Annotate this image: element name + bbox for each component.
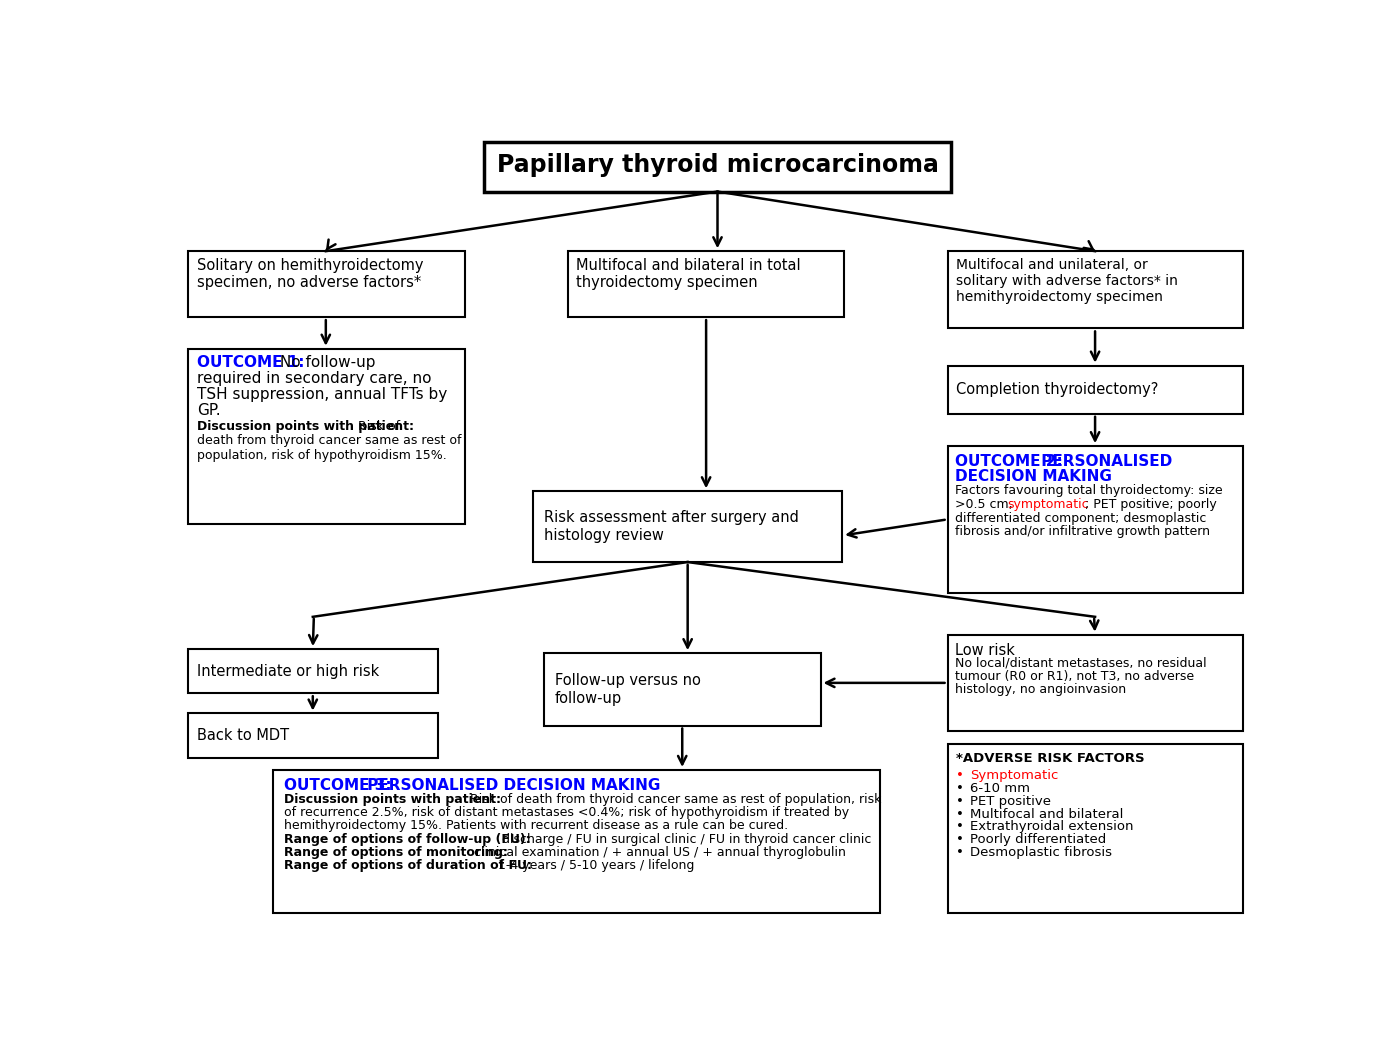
Text: Risk of death from thyroid cancer same as rest of population, risk: Risk of death from thyroid cancer same a… xyxy=(466,793,881,806)
Text: Papillary thyroid microcarcinoma: Papillary thyroid microcarcinoma xyxy=(497,153,938,177)
Text: Poorly differentiated: Poorly differentiated xyxy=(970,834,1106,846)
Text: Discussion points with patient:: Discussion points with patient: xyxy=(283,793,501,806)
Text: required in secondary care, no: required in secondary care, no xyxy=(196,371,431,386)
FancyBboxPatch shape xyxy=(484,141,951,191)
Text: symptomatic: symptomatic xyxy=(1007,498,1089,510)
Text: •: • xyxy=(956,820,965,834)
FancyBboxPatch shape xyxy=(545,653,820,726)
Text: population, risk of hypothyroidism 15%.: population, risk of hypothyroidism 15%. xyxy=(196,449,447,461)
Text: hemithyroidectomy 15%. Patients with recurrent disease as a rule can be cured.: hemithyroidectomy 15%. Patients with rec… xyxy=(283,819,788,833)
FancyBboxPatch shape xyxy=(568,251,844,317)
Text: >0.5 cm;: >0.5 cm; xyxy=(955,498,1016,510)
Text: clinical examination / + annual US / + annual thyroglobulin: clinical examination / + annual US / + a… xyxy=(470,846,846,859)
FancyBboxPatch shape xyxy=(948,365,1243,414)
Text: histology, no angioinvasion: histology, no angioinvasion xyxy=(955,683,1126,696)
Text: •: • xyxy=(956,846,965,859)
Text: PET positive: PET positive xyxy=(970,795,1051,808)
FancyBboxPatch shape xyxy=(948,251,1243,328)
Text: PERSONALISED DECISION MAKING: PERSONALISED DECISION MAKING xyxy=(361,778,659,793)
Text: ; PET positive; poorly: ; PET positive; poorly xyxy=(1085,498,1217,510)
Text: Desmoplastic fibrosis: Desmoplastic fibrosis xyxy=(970,846,1113,859)
Text: Intermediate or high risk: Intermediate or high risk xyxy=(196,664,379,679)
Text: Completion thyroidectomy?: Completion thyroidectomy? xyxy=(956,382,1159,397)
Text: OUTCOME 1:: OUTCOME 1: xyxy=(196,355,304,370)
FancyBboxPatch shape xyxy=(188,649,438,693)
Text: Range of options of follow-up (FU):: Range of options of follow-up (FU): xyxy=(283,834,531,846)
Text: Symptomatic: Symptomatic xyxy=(970,769,1058,782)
Text: Multifocal and bilateral: Multifocal and bilateral xyxy=(970,808,1124,820)
Text: differentiated component; desmoplastic: differentiated component; desmoplastic xyxy=(955,511,1207,525)
FancyBboxPatch shape xyxy=(948,446,1243,593)
FancyBboxPatch shape xyxy=(188,251,465,317)
Text: Low risk: Low risk xyxy=(955,642,1015,658)
Text: Back to MDT: Back to MDT xyxy=(196,728,288,743)
Text: Risk assessment after surgery and
histology review: Risk assessment after surgery and histol… xyxy=(545,510,799,543)
Text: tumour (R0 or R1), not T3, no adverse: tumour (R0 or R1), not T3, no adverse xyxy=(955,669,1194,683)
Text: 1-4 years / 5-10 years / lifelong: 1-4 years / 5-10 years / lifelong xyxy=(494,859,694,872)
Text: No local/distant metastases, no residual: No local/distant metastases, no residual xyxy=(955,657,1207,669)
FancyBboxPatch shape xyxy=(948,744,1243,913)
Text: 6-10 mm: 6-10 mm xyxy=(970,781,1030,795)
Text: Factors favouring total thyroidectomy: size: Factors favouring total thyroidectomy: s… xyxy=(955,484,1222,497)
Text: Range of options of duration of FU:: Range of options of duration of FU: xyxy=(283,859,532,872)
Text: OUTCOME 3:: OUTCOME 3: xyxy=(283,778,391,793)
Text: TSH suppression, annual TFTs by: TSH suppression, annual TFTs by xyxy=(196,387,447,402)
FancyBboxPatch shape xyxy=(273,770,881,913)
FancyBboxPatch shape xyxy=(948,635,1243,731)
Text: PERSONALISED: PERSONALISED xyxy=(1036,454,1173,470)
Text: Solitary on hemithyroidectomy
specimen, no adverse factors*: Solitary on hemithyroidectomy specimen, … xyxy=(196,257,423,290)
Text: •: • xyxy=(956,834,965,846)
Text: Risk of: Risk of xyxy=(354,419,400,433)
Text: *ADVERSE RISK FACTORS: *ADVERSE RISK FACTORS xyxy=(956,752,1145,765)
Text: Range of options of monitoring:: Range of options of monitoring: xyxy=(283,846,507,859)
Text: Multifocal and bilateral in total
thyroidectomy specimen: Multifocal and bilateral in total thyroi… xyxy=(577,257,801,290)
Text: fibrosis and/or infiltrative growth pattern: fibrosis and/or infiltrative growth patt… xyxy=(955,525,1210,539)
Text: •: • xyxy=(956,808,965,820)
Text: No follow-up: No follow-up xyxy=(274,355,375,370)
FancyBboxPatch shape xyxy=(188,348,465,524)
FancyBboxPatch shape xyxy=(533,492,843,562)
Text: OUTCOME 2:: OUTCOME 2: xyxy=(955,454,1063,470)
Text: Extrathyroidal extension: Extrathyroidal extension xyxy=(970,820,1134,834)
Text: •: • xyxy=(956,781,965,795)
Text: death from thyroid cancer same as rest of: death from thyroid cancer same as rest o… xyxy=(196,434,461,447)
Text: discharge / FU in surgical clinic / FU in thyroid cancer clinic: discharge / FU in surgical clinic / FU i… xyxy=(498,834,872,846)
Text: Multifocal and unilateral, or
solitary with adverse factors* in
hemithyroidectom: Multifocal and unilateral, or solitary w… xyxy=(956,257,1177,304)
Text: •: • xyxy=(956,769,965,782)
Text: Discussion points with patient:: Discussion points with patient: xyxy=(196,419,414,433)
Text: Follow-up versus no
follow-up: Follow-up versus no follow-up xyxy=(554,674,700,705)
Text: GP.: GP. xyxy=(196,403,220,418)
Text: of recurrence 2.5%, risk of distant metastases <0.4%; risk of hypothyroidism if : of recurrence 2.5%, risk of distant meta… xyxy=(283,806,848,819)
FancyBboxPatch shape xyxy=(188,713,438,757)
Text: •: • xyxy=(956,795,965,808)
Text: DECISION MAKING: DECISION MAKING xyxy=(955,470,1112,484)
